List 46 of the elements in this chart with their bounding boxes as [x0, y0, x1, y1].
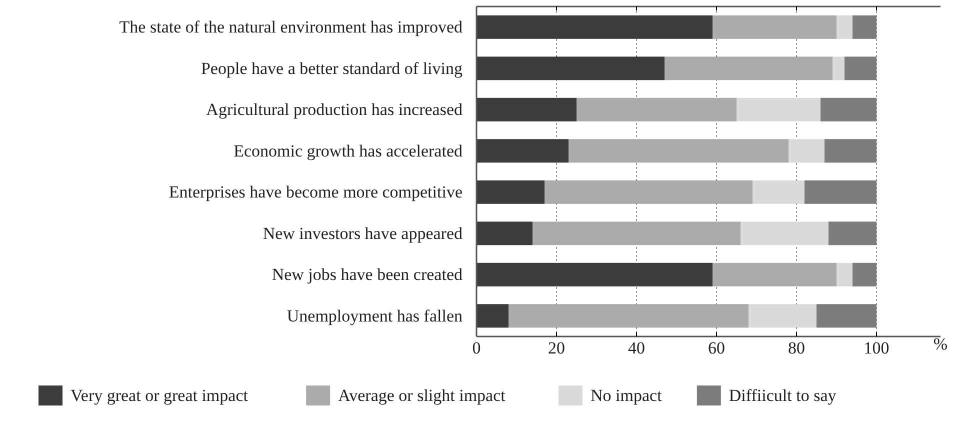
bar [816, 304, 876, 328]
legend-label: Average or slight impact [338, 386, 506, 405]
bar [532, 222, 740, 246]
bar [576, 98, 736, 122]
bar [852, 15, 876, 39]
bar [544, 180, 752, 204]
bar [836, 262, 852, 286]
y-tick-label: New investors have appeared [262, 224, 463, 243]
y-tick-label: People have a better standard of living [200, 58, 463, 78]
bar [476, 304, 508, 328]
y-tick-label: Economic growth has accelerated [234, 141, 463, 160]
legend-label: No impact [590, 386, 662, 405]
y-tick-label: The state of the natural environment has improved [119, 18, 463, 37]
bar [736, 98, 820, 122]
legend-label: Diffiicult to say [728, 386, 837, 405]
bar [752, 180, 804, 204]
bar [836, 15, 852, 39]
bar [740, 222, 828, 246]
bar [748, 304, 816, 328]
bar [476, 180, 544, 204]
bar [828, 222, 876, 246]
y-tick-label: Enterprises have become more competitive [168, 182, 462, 202]
bar [712, 15, 836, 39]
bar [568, 139, 788, 163]
x-tick-label: 80 [788, 338, 805, 358]
bar [824, 139, 876, 163]
x-tick-label: 20 [548, 338, 565, 358]
bar [804, 180, 876, 204]
y-tick-label: New jobs have been created [272, 265, 463, 284]
y-tick-label: Unemployment has fallen [286, 306, 463, 326]
x-axis-title: % [933, 334, 948, 354]
x-tick-label: 40 [628, 338, 645, 358]
y-tick-label: Agricultural production has increased [206, 100, 463, 120]
x-tick-label: 60 [708, 338, 725, 358]
x-tick-label: 100 [864, 338, 890, 358]
bar [664, 56, 832, 80]
bar [788, 139, 824, 163]
bar [476, 222, 532, 246]
bar [844, 56, 876, 80]
bar [820, 98, 876, 122]
legend-label: Very great or great impact [70, 386, 248, 405]
bar [832, 56, 844, 80]
bar [508, 304, 748, 328]
bar [852, 262, 876, 286]
x-tick-label: 0 [472, 338, 481, 358]
bar [712, 262, 836, 286]
